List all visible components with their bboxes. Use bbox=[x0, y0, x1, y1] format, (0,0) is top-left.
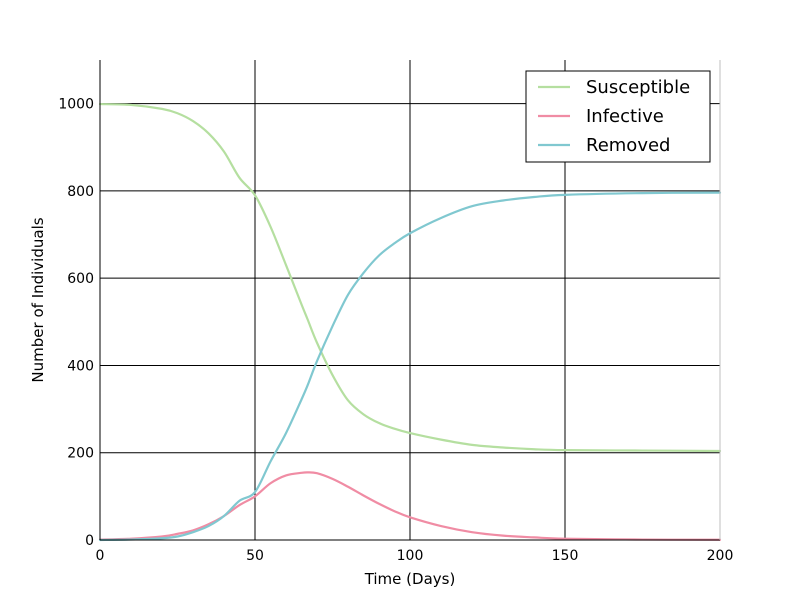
series-lines bbox=[98, 102, 722, 542]
y-tick-label: 200 bbox=[67, 446, 94, 462]
y-tick-label: 800 bbox=[67, 184, 94, 200]
x-axis-title: Time (Days) bbox=[364, 570, 456, 588]
x-tick-label: 150 bbox=[552, 548, 579, 564]
y-tick-label: 1000 bbox=[58, 97, 94, 113]
series-line-removed bbox=[98, 191, 722, 542]
x-tick-label: 100 bbox=[397, 548, 424, 564]
legend-label-susceptible: Susceptible bbox=[586, 77, 690, 98]
series-line-susceptible bbox=[98, 102, 722, 453]
y-axis-title: Number of Individuals bbox=[29, 217, 47, 382]
series-line-infective bbox=[98, 471, 722, 541]
axes bbox=[99, 60, 721, 541]
legend: Susceptible Infective Removed bbox=[525, 70, 711, 163]
y-tick-label: 600 bbox=[67, 271, 94, 287]
legend-label-removed: Removed bbox=[586, 135, 670, 156]
tick-labels: 0 50 100 150 200 0 200 400 600 800 1000 bbox=[58, 97, 733, 564]
legend-label-infective: Infective bbox=[586, 106, 664, 127]
x-tick-label: 50 bbox=[246, 548, 264, 564]
x-tick-label: 200 bbox=[707, 548, 734, 564]
y-tick-label: 400 bbox=[67, 358, 94, 374]
x-tick-label: 0 bbox=[96, 548, 105, 564]
y-tick-label: 0 bbox=[85, 533, 94, 549]
